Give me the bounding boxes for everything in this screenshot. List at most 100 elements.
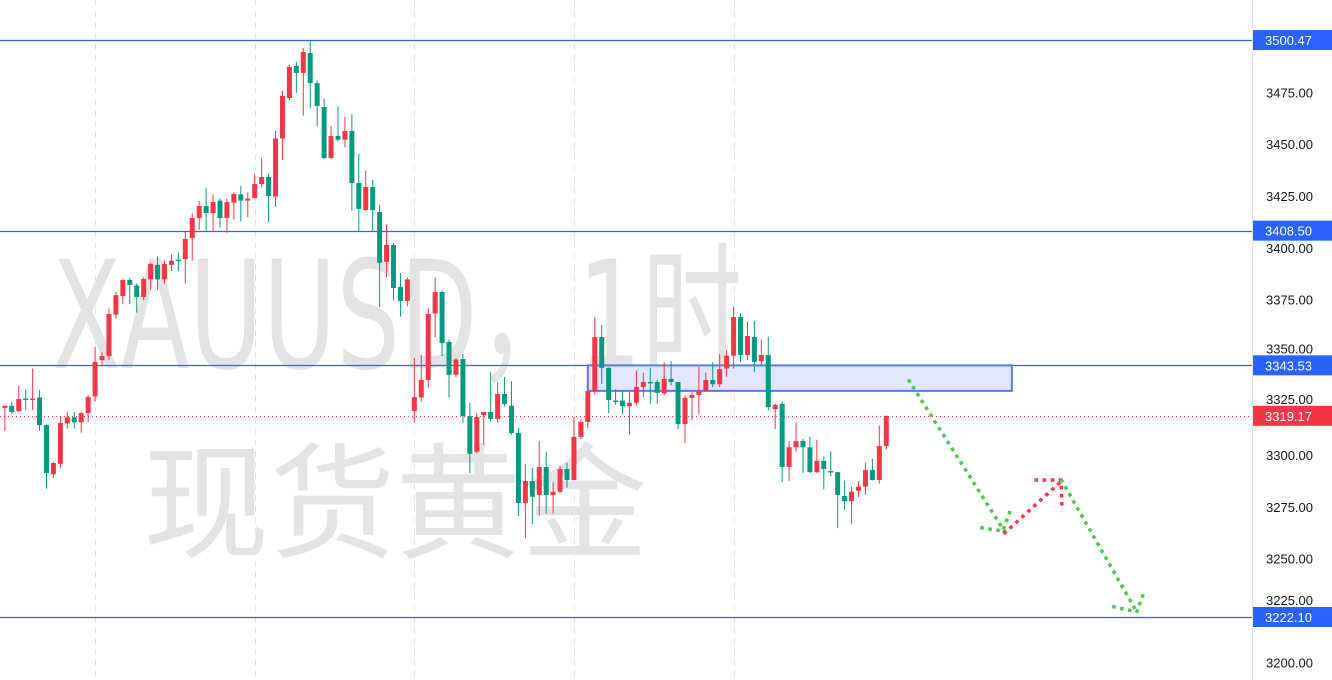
candle-body	[599, 336, 605, 368]
candle-down	[668, 361, 674, 386]
candle-body	[328, 135, 334, 158]
candle-body	[300, 52, 306, 73]
candle-body	[772, 404, 778, 410]
candle-body	[828, 471, 834, 473]
symbol-watermark: XAUUSD，1时 现货黄金	[52, 230, 742, 578]
price-axis-background[interactable]	[1252, 0, 1332, 680]
candle-up	[578, 419, 584, 439]
candle-down	[738, 313, 744, 363]
candle-body	[481, 412, 487, 416]
resistance-zone[interactable]	[586, 364, 1013, 392]
candle-down	[543, 451, 549, 514]
candle-down	[779, 401, 785, 483]
level-price-badge: 3408.50	[1253, 220, 1332, 241]
candle-body	[876, 446, 882, 480]
candle-body	[64, 417, 70, 424]
candle-up	[273, 130, 279, 207]
level-price-badge-background	[1253, 220, 1332, 241]
candle-body	[432, 292, 438, 314]
zone-rectangle[interactable]	[586, 364, 1013, 392]
candle-down	[869, 458, 875, 481]
candle-body	[710, 379, 716, 385]
candle-body	[654, 381, 660, 393]
price-tick-label: 3325.00	[1266, 392, 1313, 407]
candle-body	[43, 425, 49, 473]
candle-body	[585, 391, 591, 422]
candle-body	[397, 287, 403, 301]
candle-down	[835, 472, 841, 529]
candle-body	[314, 83, 320, 106]
candle-body	[647, 381, 653, 384]
candle-body	[217, 200, 223, 219]
candle-up	[522, 463, 528, 539]
candle-down	[821, 456, 827, 490]
candle-up	[148, 262, 154, 290]
candlestick-series	[2, 40, 889, 539]
candle-up	[626, 391, 632, 435]
candle-up	[744, 321, 750, 361]
candle-down	[203, 188, 209, 231]
candle-up	[717, 354, 723, 388]
price-tick-label: 3475.00	[1266, 85, 1313, 100]
candle-body	[266, 176, 272, 197]
candle-body	[342, 130, 348, 140]
candle-body	[807, 447, 813, 473]
candle-up	[2, 405, 8, 431]
price-axis[interactable]: 3475.00 3450.00 3425.00 3400.00 3375.00 3350.…	[1252, 0, 1332, 680]
candle-body	[467, 416, 473, 454]
candle-up	[224, 198, 230, 233]
level-price-badge: 3500.47	[1253, 30, 1332, 51]
candle-body	[675, 381, 681, 425]
candle-body	[224, 202, 230, 219]
candle-body	[252, 184, 258, 198]
candle-down	[217, 198, 223, 228]
candle-up	[92, 346, 98, 402]
candle-up	[411, 357, 417, 423]
candle-down	[599, 324, 605, 384]
candle-down	[238, 186, 244, 222]
candle-body	[724, 355, 730, 369]
candle-body	[696, 390, 702, 396]
candle-up	[696, 366, 702, 415]
projection-path-up[interactable]	[1002, 478, 1065, 536]
candle-up	[161, 260, 167, 284]
candle-up	[252, 173, 258, 199]
candle-body	[196, 206, 202, 219]
price-tick-label: 3350.00	[1266, 341, 1313, 356]
candle-up	[425, 308, 431, 388]
candle-down	[293, 61, 299, 93]
candle-down	[751, 320, 757, 373]
projection-path-down[interactable]	[906, 378, 1008, 535]
candle-body	[703, 379, 709, 391]
candle-body	[592, 336, 598, 392]
candle-body	[425, 313, 431, 380]
projection-path-down[interactable]	[1111, 586, 1148, 615]
projection-path-down[interactable]	[1059, 478, 1140, 615]
candle-up	[849, 486, 855, 524]
candle-body	[363, 186, 369, 210]
candle-body	[113, 295, 119, 315]
candle-body	[189, 218, 195, 238]
level-price-badge: 3343.53	[1253, 355, 1332, 376]
candle-up	[363, 170, 369, 211]
candle-up	[64, 412, 70, 429]
candle-down	[391, 242, 397, 301]
candle-body	[307, 53, 313, 84]
candle-body	[50, 463, 56, 475]
candle-body	[849, 491, 855, 502]
candle-body	[85, 397, 91, 414]
candle-body	[738, 317, 744, 356]
candle-body	[148, 264, 154, 280]
candle-down	[134, 283, 140, 313]
projection-paths[interactable]	[906, 378, 1148, 615]
candle-body	[793, 441, 799, 448]
projection-path-down[interactable]	[980, 505, 1014, 533]
candle-body	[446, 341, 452, 375]
candle-up	[592, 317, 598, 395]
candle-body	[550, 491, 556, 495]
candle-body	[689, 395, 695, 398]
candle-body	[744, 335, 750, 356]
candle-down	[828, 451, 834, 477]
candle-body	[293, 65, 299, 73]
